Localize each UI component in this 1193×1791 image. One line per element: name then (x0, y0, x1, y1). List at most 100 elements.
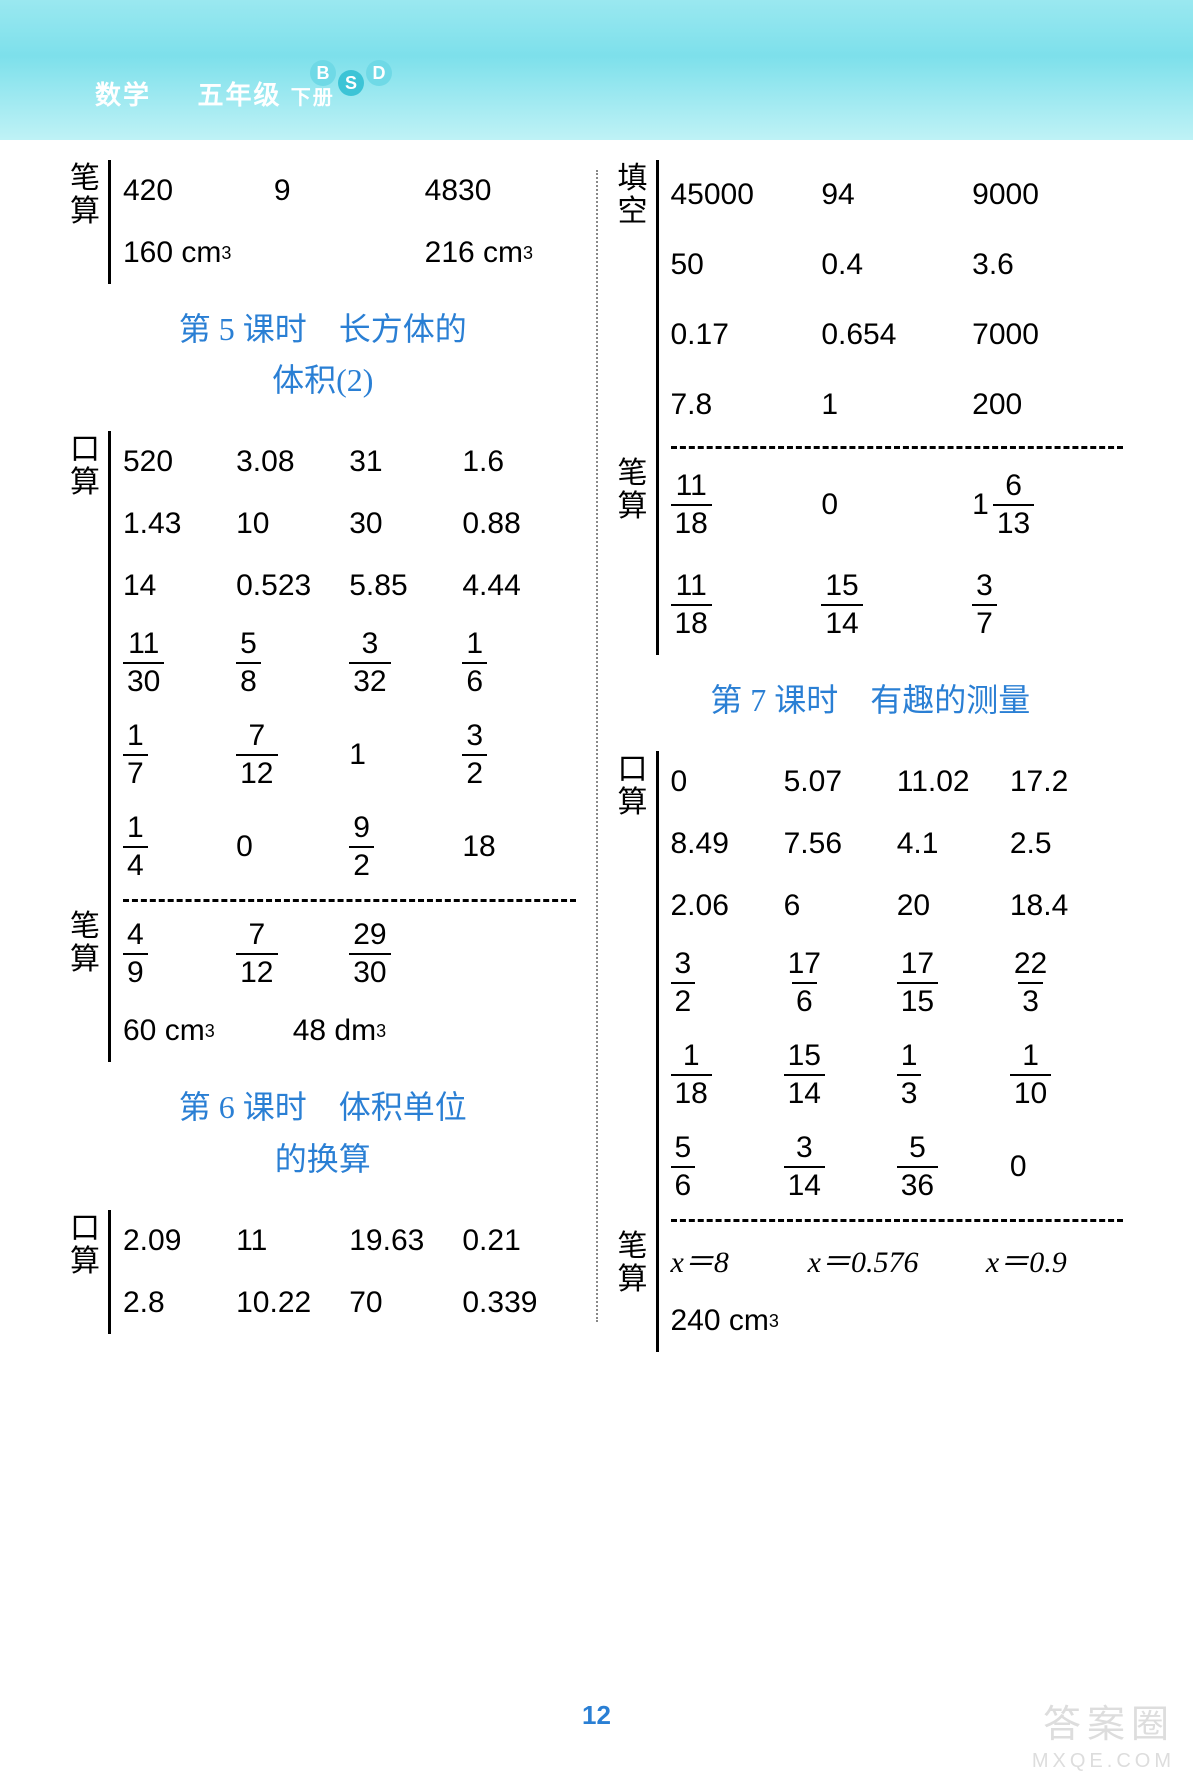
cell: 37 (972, 571, 1123, 639)
badge-d: D (366, 60, 392, 86)
lesson-6-title: 第 6 课时 体积单位的换算 (70, 1082, 576, 1184)
bisuan6-block: 笔算 1118 0 1613 1118 1514 37 (618, 455, 1124, 655)
cell: 520 (123, 445, 236, 479)
cell: 13 (897, 1041, 1010, 1109)
kousuan7-cells: 0 5.07 11.02 17.2 8.49 7.56 4.1 2.5 2.06… (656, 751, 1124, 1228)
cell: 420 (123, 174, 274, 208)
cell: 4.1 (897, 827, 1010, 861)
cell: 2.8 (123, 1286, 236, 1320)
watermark-line1: 答案圈 (1032, 1703, 1175, 1749)
table-row: 14 0 92 18 (123, 801, 576, 893)
cell: 2.5 (1010, 827, 1123, 861)
cell: 8.49 (671, 827, 784, 861)
cell: 0.654 (821, 318, 972, 352)
tiankong-block: 填空 45000 94 9000 50 0.4 3.6 0.17 0.654 7… (618, 160, 1124, 455)
header-subject: 数学 (95, 80, 151, 110)
cell: 58 (236, 629, 349, 697)
cell: 92 (349, 813, 462, 881)
label-kousuan: 口算 (70, 1210, 108, 1334)
cell: 223 (1010, 949, 1123, 1017)
table-row: 32 176 1715 223 (671, 937, 1124, 1029)
cell: 160 cm3 (123, 236, 274, 270)
badge-b: B (310, 60, 336, 86)
watermark: 答案圈 MXQE.COM (1032, 1703, 1175, 1773)
cell: 32 (671, 949, 784, 1017)
cell: 118 (671, 1041, 784, 1109)
cell: x＝8 (671, 1237, 808, 1281)
cell: 6 (784, 889, 897, 923)
cell: 30 (349, 507, 462, 541)
page-body: 笔算 笔算 420 9 4830 160 cm3 216 cm3 第 5 课时 … (0, 140, 1193, 1362)
cell: 1514 (784, 1041, 897, 1109)
header-grade: 五年级 (198, 80, 282, 110)
table-row: 1118 1514 37 (671, 555, 1124, 655)
cell: 2.09 (123, 1224, 236, 1258)
cell: 11 (236, 1224, 349, 1258)
cell: 0 (671, 765, 784, 799)
cell: 94 (821, 178, 972, 212)
header-title: 数学 五年级 下册 (95, 75, 335, 112)
cell: 7.56 (784, 827, 897, 861)
header-term: 下册 (291, 87, 335, 109)
cell: 216 cm3 (425, 236, 576, 270)
cell: 17.2 (1010, 765, 1123, 799)
label-kousuan: 口算 (618, 751, 656, 1228)
table-row: 160 cm3 216 cm3 (123, 222, 576, 284)
cell: 0.88 (462, 507, 575, 541)
left-column: 笔算 笔算 420 9 4830 160 cm3 216 cm3 第 5 课时 … (50, 160, 596, 1362)
table-row: 1118 0 1613 (671, 455, 1124, 555)
table-row: 118 1514 13 110 (671, 1029, 1124, 1121)
dashed-divider (671, 446, 1124, 449)
cell: 50 (671, 248, 822, 282)
cell: 49 (123, 920, 236, 988)
top-bisuan-block: 笔算 笔算 420 9 4830 160 cm3 216 cm3 (70, 160, 576, 284)
cell: 14 (123, 813, 236, 881)
bisuan5-cells: 49 712 2930 60 cm3 48 dm3 (108, 908, 576, 1062)
cell: 4830 (425, 174, 576, 208)
cell: 3.6 (972, 248, 1123, 282)
page-header: 数学 五年级 下册 B S D (0, 0, 1193, 140)
table-row: 2.09 11 19.63 0.21 (123, 1210, 576, 1272)
cell: 2930 (349, 920, 462, 988)
cell: 11.02 (897, 765, 1010, 799)
cell: 18.4 (1010, 889, 1123, 923)
label-bisuan: 笔算 笔算 (70, 160, 108, 284)
cell: x＝0.9 (986, 1237, 1123, 1281)
cell: 712 (236, 721, 349, 789)
table-row: 7.8 1 200 (671, 370, 1124, 440)
lesson-5-title: 第 5 课时 长方体的体积(2) (70, 304, 576, 406)
lesson-7-title: 第 7 课时 有趣的测量 (618, 675, 1124, 726)
cell: 0 (236, 830, 349, 864)
bisuan5-block: 笔算 49 712 2930 60 cm3 48 dm3 (70, 908, 576, 1062)
cell: 17 (123, 721, 236, 789)
cell: 10.22 (236, 1286, 349, 1320)
cell: 60 cm3 (123, 1014, 293, 1048)
cell: 20 (897, 889, 1010, 923)
cell: 10 (236, 507, 349, 541)
kousuan6-block: 口算 2.09 11 19.63 0.21 2.8 10.22 70 0.339 (70, 1210, 576, 1334)
table-row: 1130 58 332 16 (123, 617, 576, 709)
label-bisuan: 笔算 (618, 1228, 656, 1352)
table-row: 520 3.08 31 1.6 (123, 431, 576, 493)
cell: 0.4 (821, 248, 972, 282)
table-row: 2.8 10.22 70 0.339 (123, 1272, 576, 1334)
cell: 240 cm3 (671, 1304, 1124, 1338)
cell: x＝0.576 (808, 1237, 986, 1281)
table-row: 1.43 10 30 0.88 (123, 493, 576, 555)
cell: 0 (821, 488, 972, 522)
cell: 2.06 (671, 889, 784, 923)
table-row: 50 0.4 3.6 (671, 230, 1124, 300)
cell: 1 (821, 388, 972, 422)
cell: 56 (671, 1133, 784, 1201)
cell: 1.43 (123, 507, 236, 541)
cell: 0.21 (462, 1224, 575, 1258)
kousuan6-cells: 2.09 11 19.63 0.21 2.8 10.22 70 0.339 (108, 1210, 576, 1334)
label-tiankong: 填空 (618, 160, 656, 455)
table-row: x＝8 x＝0.576 x＝0.9 (671, 1228, 1124, 1290)
table-row: 8.49 7.56 4.1 2.5 (671, 813, 1124, 875)
table-row: 45000 94 9000 (671, 160, 1124, 230)
table-row: 56 314 536 0 (671, 1121, 1124, 1213)
cell: 110 (1010, 1041, 1123, 1109)
bisuan7-cells: x＝8 x＝0.576 x＝0.9 240 cm3 (656, 1228, 1124, 1352)
kousuan5-block: 口算 520 3.08 31 1.6 1.43 10 30 0.88 14 0.… (70, 431, 576, 908)
